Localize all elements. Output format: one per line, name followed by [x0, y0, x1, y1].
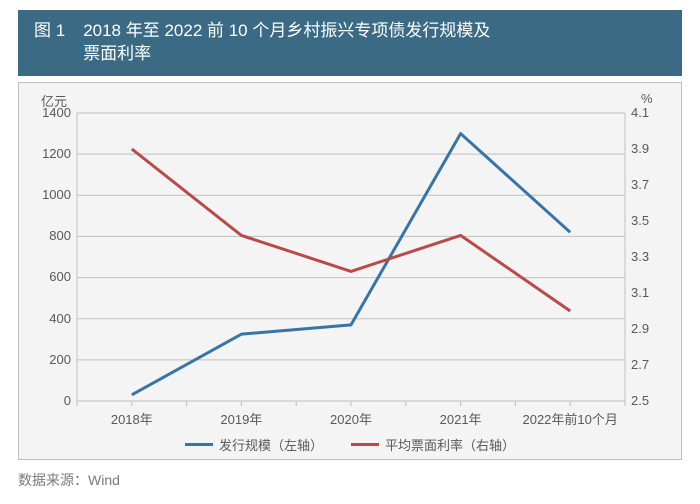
figure-number: 图 1 [34, 21, 65, 40]
y-right-unit: % [641, 91, 653, 106]
y-left-tick: 400 [49, 311, 71, 326]
figure-title-line1: 2018 年至 2022 前 10 个月乡村振兴专项债发行规模及 [83, 21, 490, 40]
legend-label: 发行规模（左轴） [219, 435, 323, 454]
chart-svg [19, 83, 681, 459]
y-right-tick: 2.9 [631, 321, 649, 336]
chart-plot-area: 02004006008001000120014002.52.72.93.13.3… [18, 82, 682, 460]
chart-legend: 发行规模（左轴） 平均票面利率（右轴） [19, 435, 681, 454]
y-left-tick: 800 [49, 228, 71, 243]
y-right-tick: 3.5 [631, 213, 649, 228]
figure-title-line2: 票面利率 [83, 44, 151, 63]
y-right-tick: 3.3 [631, 249, 649, 264]
x-category-label: 2019年 [220, 409, 262, 428]
legend-item-rate: 平均票面利率（右轴） [351, 435, 515, 454]
data-source-label: 数据来源：Wind [18, 470, 682, 490]
y-right-tick: 3.7 [631, 177, 649, 192]
x-category-label: 2021年 [440, 409, 482, 428]
y-right-tick: 2.5 [631, 393, 649, 408]
x-category-label: 2020年 [330, 409, 372, 428]
x-category-label: 2018年 [111, 409, 153, 428]
x-category-label: 2022年前10个月 [522, 409, 617, 428]
legend-label: 平均票面利率（右轴） [385, 435, 515, 454]
y-right-tick: 4.1 [631, 105, 649, 120]
y-left-tick: 0 [64, 393, 71, 408]
y-left-tick: 200 [49, 352, 71, 367]
y-left-tick: 1000 [42, 187, 71, 202]
y-left-unit: 亿元 [41, 91, 67, 110]
legend-item-issuance: 发行规模（左轴） [185, 435, 323, 454]
y-right-tick: 3.9 [631, 141, 649, 156]
y-left-tick: 1200 [42, 146, 71, 161]
legend-swatch [185, 443, 213, 446]
y-left-tick: 600 [49, 269, 71, 284]
y-right-tick: 2.7 [631, 357, 649, 372]
figure-container: 图 12018 年至 2022 前 10 个月乡村振兴专项债发行规模及 图 1票… [0, 0, 700, 504]
legend-swatch [351, 443, 379, 446]
figure-title-bar: 图 12018 年至 2022 前 10 个月乡村振兴专项债发行规模及 图 1票… [18, 10, 682, 76]
y-right-tick: 3.1 [631, 285, 649, 300]
